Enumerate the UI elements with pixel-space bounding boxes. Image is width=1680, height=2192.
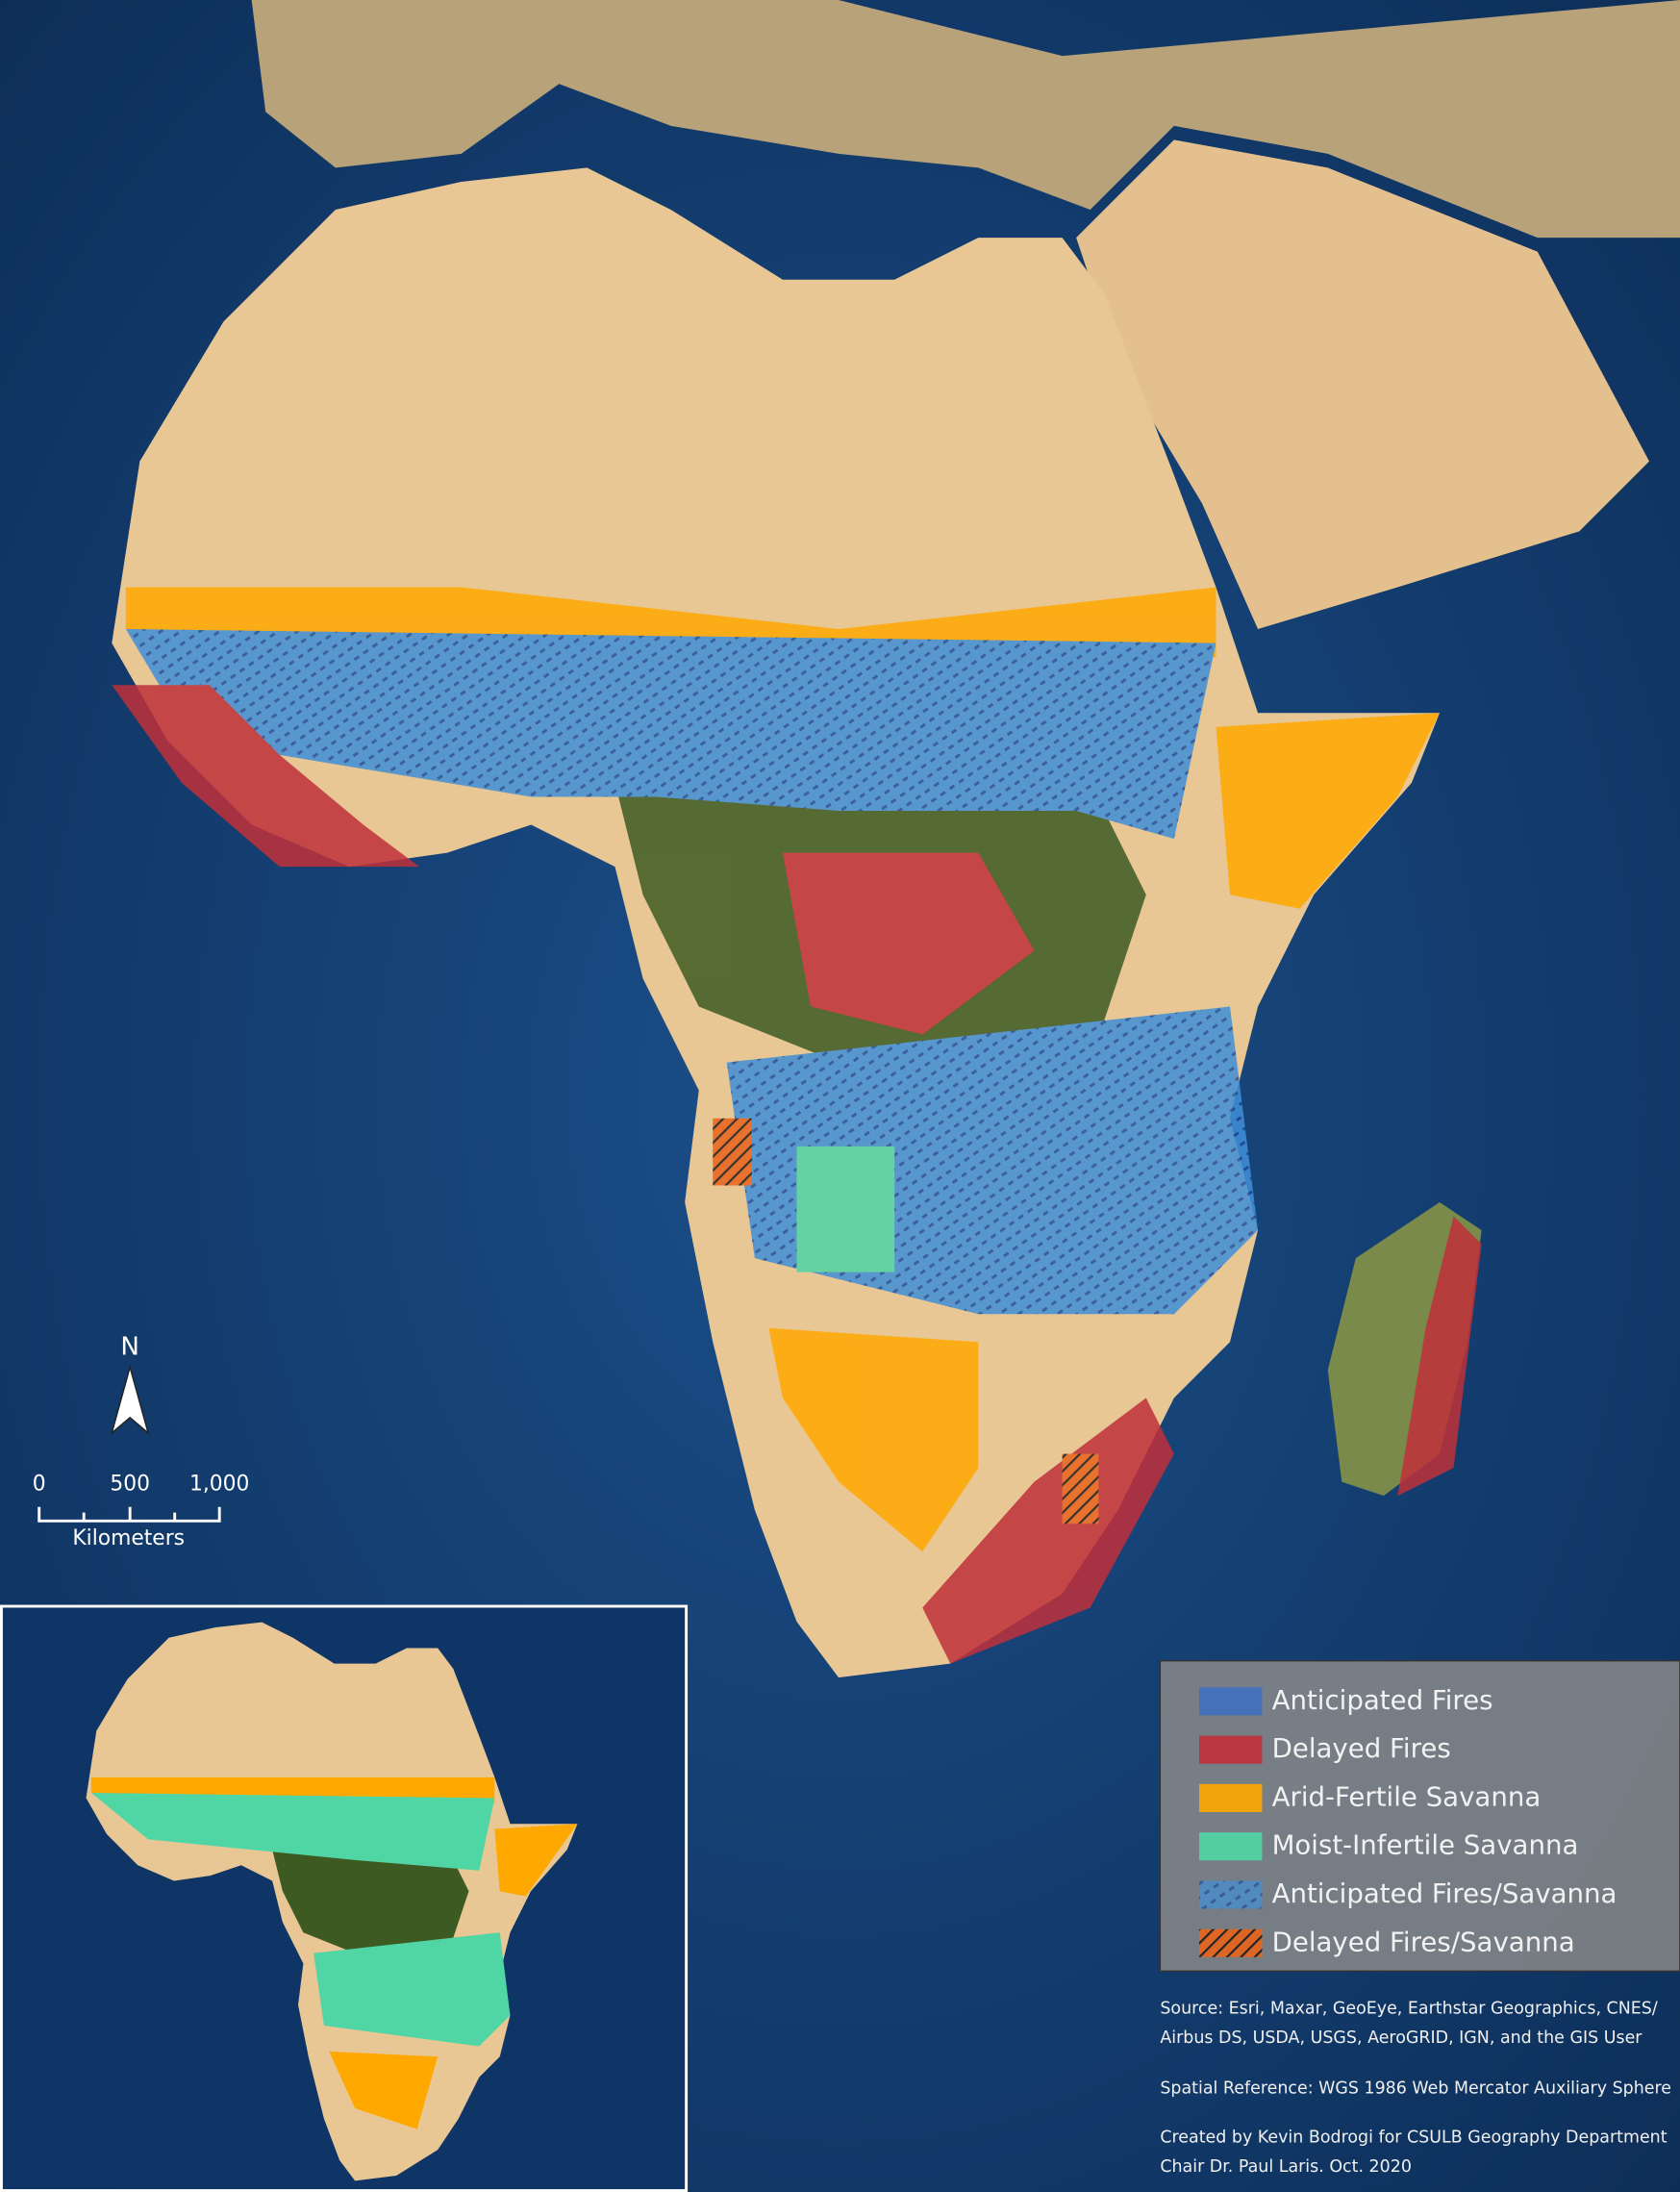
arid-savanna bbox=[768, 1327, 979, 1552]
moist-savanna bbox=[796, 1146, 895, 1272]
notes: Source: Esri, Maxar, GeoEye, Earthstar G… bbox=[1160, 2000, 1671, 2177]
north-arrow-icon bbox=[110, 1364, 150, 1435]
eurasia bbox=[251, 0, 1680, 239]
inset bbox=[0, 1604, 689, 2192]
legend-label: Delayed Fires/Savanna bbox=[1272, 1926, 1575, 1957]
scale-line bbox=[38, 1506, 221, 1523]
scale-label: 0 bbox=[33, 1473, 46, 1497]
scale-bar: Kilometers 0 500 1,000 bbox=[33, 1473, 250, 1551]
legend-swatch bbox=[1199, 1880, 1263, 1909]
legend-label: Anticipated Fires bbox=[1272, 1684, 1493, 1716]
note-line: Created by Kevin Bodrogi for CSULB Geogr… bbox=[1160, 2128, 1667, 2147]
delayed-fires bbox=[112, 685, 420, 868]
inset-africa bbox=[86, 1622, 578, 2181]
note-line: Airbus DS, USDA, USGS, AeroGRID, IGN, an… bbox=[1160, 2028, 1642, 2048]
arid-savanna bbox=[1216, 713, 1441, 909]
legend: Anticipated Fires Delayed Fires Arid-Ferti… bbox=[1199, 1684, 1617, 1957]
arabia bbox=[1076, 139, 1650, 630]
overlays bbox=[112, 587, 1482, 1664]
inset-map bbox=[86, 1622, 578, 2181]
delayed-fires bbox=[922, 1398, 1174, 1664]
legend-swatch bbox=[1199, 1783, 1263, 1812]
delayed-fires bbox=[1397, 1216, 1482, 1497]
anticipated-savanna bbox=[125, 629, 1216, 840]
legend-label: Delayed Fires bbox=[1272, 1732, 1451, 1764]
note-line: Spatial Reference: WGS 1986 Web Mercator… bbox=[1160, 2079, 1671, 2098]
scale-unit: Kilometers bbox=[72, 1526, 185, 1550]
legend-swatch bbox=[1199, 1832, 1263, 1861]
north-arrow: N bbox=[110, 1333, 150, 1435]
legend-label: Moist-Infertile Savanna bbox=[1272, 1829, 1579, 1861]
legend-swatch bbox=[1199, 1687, 1263, 1716]
delayed-savanna bbox=[713, 1118, 752, 1186]
legend-label: Anticipated Fires/Savanna bbox=[1272, 1877, 1617, 1909]
delayed-savanna bbox=[1062, 1453, 1099, 1524]
north-label: N bbox=[120, 1333, 139, 1362]
scale-label: 500 bbox=[110, 1473, 150, 1497]
scale-label: 1,000 bbox=[189, 1473, 249, 1497]
legend-swatch bbox=[1199, 1735, 1263, 1764]
legend-label: Arid-Fertile Savanna bbox=[1272, 1780, 1542, 1812]
note-line: Chair Dr. Paul Laris. Oct. 2020 bbox=[1160, 2157, 1412, 2177]
delayed-fires bbox=[782, 852, 1035, 1035]
note-line: Source: Esri, Maxar, GeoEye, Earthstar G… bbox=[1160, 2000, 1658, 2019]
legend-swatch bbox=[1199, 1928, 1263, 1957]
